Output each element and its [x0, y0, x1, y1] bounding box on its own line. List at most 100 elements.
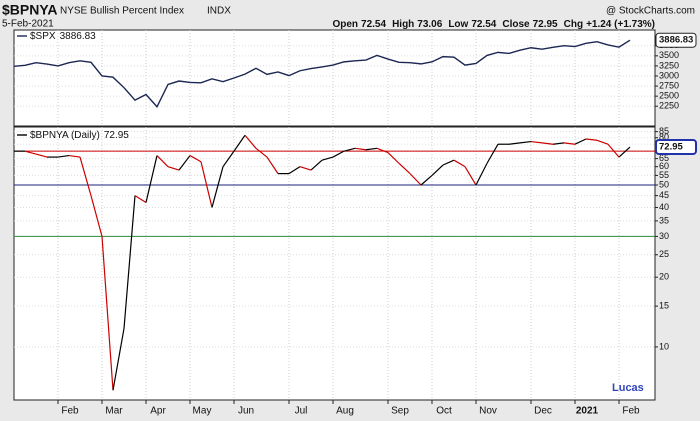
annotation: Lucas	[612, 382, 644, 394]
x-tick-label: May	[193, 406, 212, 417]
indicator-segment	[409, 173, 422, 186]
y-tick-label: 3000	[659, 70, 679, 80]
y-tick-label: 20	[659, 272, 669, 282]
y-tick-label: 85	[659, 126, 669, 136]
indicator-segment	[68, 154, 81, 158]
indicator-segment	[552, 142, 565, 145]
x-tick-label: Oct	[436, 406, 452, 417]
y-tick-label: 45	[659, 190, 669, 200]
legend-name: $BPNYA (Daily)	[30, 130, 100, 141]
exchange: INDX	[207, 6, 231, 17]
indicator-segment	[101, 236, 114, 391]
price-line	[13, 39, 631, 108]
indicator-segment	[508, 142, 521, 145]
indicator-segment	[233, 134, 246, 152]
quote-label: Close	[502, 19, 530, 30]
legend-value: 3886.83	[60, 31, 97, 42]
x-tick-label: Feb	[622, 406, 640, 417]
indicator-segment	[134, 195, 147, 204]
last-value-label: 3886.83	[659, 35, 693, 46]
indicator-segment	[365, 147, 378, 151]
y-tick-label: 25	[659, 249, 669, 259]
quote-value: +1.24 (+1.73%)	[586, 19, 655, 30]
indicator-segment	[57, 154, 70, 158]
y-tick-label: 2250	[659, 101, 679, 111]
indicator-segment	[266, 156, 279, 174]
x-tick-label: Sep	[391, 406, 409, 417]
panel	[13, 126, 656, 401]
indicator-segment	[310, 159, 323, 171]
legend-text: $SPX 3886.83	[30, 31, 96, 42]
x-tick-label: Mar	[105, 406, 123, 417]
indicator-segment	[200, 161, 213, 208]
indicator-segment	[332, 150, 345, 158]
indicator-segment	[178, 155, 191, 171]
indicator-segment	[585, 138, 598, 141]
x-tick-label: Jul	[295, 406, 308, 417]
indicator-segment	[167, 166, 180, 171]
indicator-segment	[244, 134, 257, 149]
indicator-segment	[607, 143, 620, 158]
y-tick-label: 60	[659, 161, 669, 171]
indicator-segment	[574, 138, 587, 145]
symbol: $BPNYA	[2, 2, 58, 18]
last-value-box	[655, 139, 697, 156]
last-value-box	[655, 32, 697, 48]
legend-text: $BPNYA (Daily) 72.95	[30, 130, 129, 141]
indicator-segment	[299, 166, 312, 171]
indicator-segment	[123, 195, 136, 329]
indicator-segment	[453, 159, 466, 168]
legend-value: 72.95	[104, 130, 129, 141]
x-tick-label: Apr	[150, 406, 166, 417]
indicator-segment	[563, 142, 576, 145]
y-tick-label: 65	[659, 153, 669, 163]
y-tick-label: 40	[659, 202, 669, 212]
indicator-segment	[222, 150, 235, 168]
quote-value: 72.54	[361, 19, 386, 30]
date: 5-Feb-2021	[2, 19, 54, 30]
watermark: @ StockCharts.com	[606, 6, 695, 17]
x-tick-label: Nov	[479, 406, 497, 417]
indicator-segment	[530, 140, 543, 144]
indicator-segment	[343, 147, 356, 152]
indicator-segment	[618, 146, 631, 158]
y-tick-label: 10	[659, 341, 669, 351]
indicator-segment	[596, 139, 609, 145]
y-tick-label: 30	[659, 231, 669, 241]
indicator-segment	[464, 166, 477, 186]
y-tick-label: 50	[659, 179, 669, 189]
quote-label: Low	[448, 19, 468, 30]
legend-name: $SPX	[30, 31, 56, 42]
quote-value: 72.54	[471, 19, 496, 30]
y-tick-label: 3250	[659, 60, 679, 70]
y-tick-label: 15	[659, 301, 669, 311]
indicator-segment	[398, 162, 411, 175]
y-tick-label: 35	[659, 215, 669, 225]
quote-label: Chg	[564, 19, 583, 30]
indicator-segment	[519, 140, 532, 144]
indicator-segment	[420, 174, 433, 186]
indicator-segment	[288, 166, 301, 175]
indicator-segment	[442, 159, 455, 166]
indicator-segment	[354, 147, 367, 151]
quote-label: High	[392, 19, 414, 30]
quote-value: 72.95	[533, 19, 558, 30]
y-tick-label: 80	[659, 132, 669, 142]
index-name: NYSE Bullish Percent Index	[60, 6, 184, 17]
x-tick-label: 2021	[576, 406, 599, 417]
x-tick-label: Aug	[336, 406, 354, 417]
indicator-segment	[255, 147, 268, 158]
indicator-segment	[145, 155, 158, 203]
indicator-segment	[24, 150, 37, 155]
indicator-segment	[541, 142, 554, 145]
quote-label: Open	[332, 19, 358, 30]
indicator-segment	[376, 147, 389, 154]
quote-value: 73.06	[417, 19, 442, 30]
y-tick-label: 2750	[659, 80, 679, 90]
y-tick-label: 3500	[659, 50, 679, 60]
last-value-label: 72.95	[659, 142, 683, 153]
y-tick-label: 55	[659, 170, 669, 180]
indicator-segment	[35, 153, 48, 158]
indicator-segment	[79, 156, 92, 196]
